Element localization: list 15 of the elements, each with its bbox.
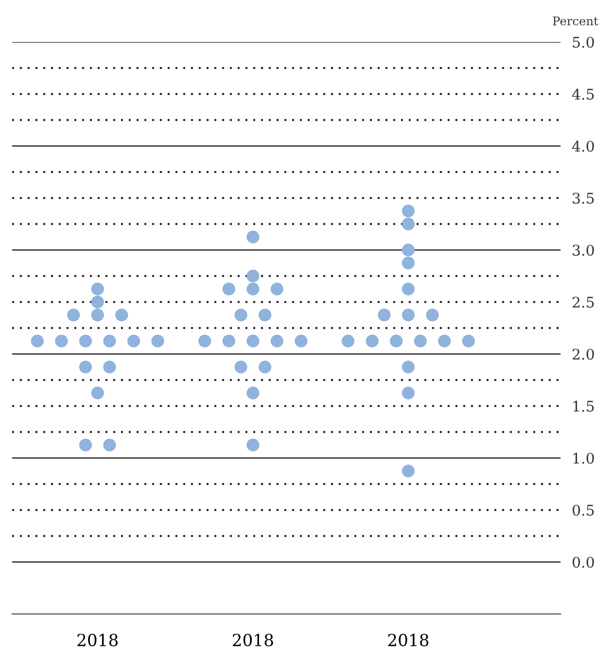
x-tick-label: 2018: [388, 634, 428, 646]
y-tick-label: 4.5: [572, 88, 594, 100]
y-tick-label: 2.5: [572, 296, 594, 308]
y-axis-title: Percent: [552, 16, 598, 26]
x-tick-label: 2018: [77, 634, 118, 646]
y-tick-label: 4.0: [572, 140, 594, 152]
y-tick-label: 3.5: [572, 192, 594, 204]
y-tick-label: 1.5: [573, 400, 594, 412]
y-tick-label: 0.5: [572, 504, 594, 516]
y-tick-label: 0.0: [572, 556, 594, 568]
y-tick-label: 2.0: [572, 348, 594, 360]
x-tick-label: 2018: [232, 634, 274, 646]
y-tick-label: 1.0: [573, 452, 594, 464]
y-tick-label: 5.0: [572, 36, 594, 48]
y-tick-label: 3.0: [572, 244, 594, 256]
